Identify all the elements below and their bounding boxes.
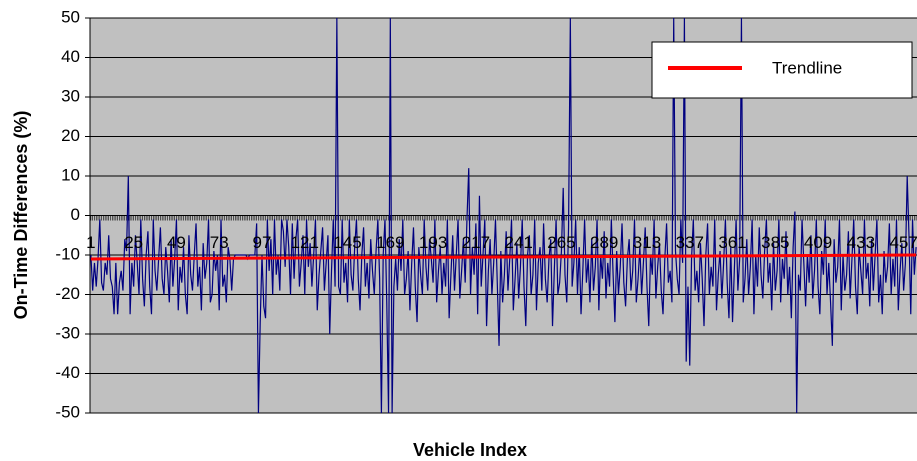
y-tick-label: -20 (55, 284, 80, 303)
data-line (90, 18, 917, 413)
x-tick-label: 289 (590, 233, 618, 252)
y-tick-label: -10 (55, 244, 80, 263)
x-tick-label: 361 (718, 233, 746, 252)
x-tick-label: 193 (419, 233, 447, 252)
x-tick-label: 97 (253, 233, 272, 252)
x-tick-label: 409 (804, 233, 832, 252)
x-tick-label: 265 (547, 233, 575, 252)
x-tick-label: 73 (210, 233, 229, 252)
y-tick-label: 10 (61, 165, 80, 184)
x-tick-label: 121 (291, 233, 319, 252)
x-tick-label: 1 (86, 233, 95, 252)
legend-label: Trendline (772, 58, 842, 77)
trendline (90, 253, 917, 261)
x-tick-label: 433 (847, 233, 875, 252)
x-tick-label: 49 (167, 233, 186, 252)
y-tick-label: -40 (55, 363, 80, 382)
x-tick-label: 25 (124, 233, 143, 252)
y-tick-label: -50 (55, 402, 80, 421)
x-tick-label: 241 (504, 233, 532, 252)
y-tick-label: 50 (61, 7, 80, 26)
y-tick-label: 20 (61, 126, 80, 145)
x-tick-label: 457 (889, 233, 917, 252)
x-tick-label: 217 (462, 233, 490, 252)
x-tick-label: 385 (761, 233, 789, 252)
x-tick-label: 169 (376, 233, 404, 252)
x-tick-label: 313 (633, 233, 661, 252)
y-axis-title: On-Time Differences (%) (11, 111, 31, 320)
y-tick-label: -30 (55, 323, 80, 342)
y-tick-label: 40 (61, 47, 80, 66)
x-tick-label: 145 (333, 233, 361, 252)
x-tick-label: 337 (676, 233, 704, 252)
x-axis-title: Vehicle Index (413, 440, 527, 460)
y-tick-label: 0 (71, 205, 80, 224)
y-tick-label: 30 (61, 86, 80, 105)
